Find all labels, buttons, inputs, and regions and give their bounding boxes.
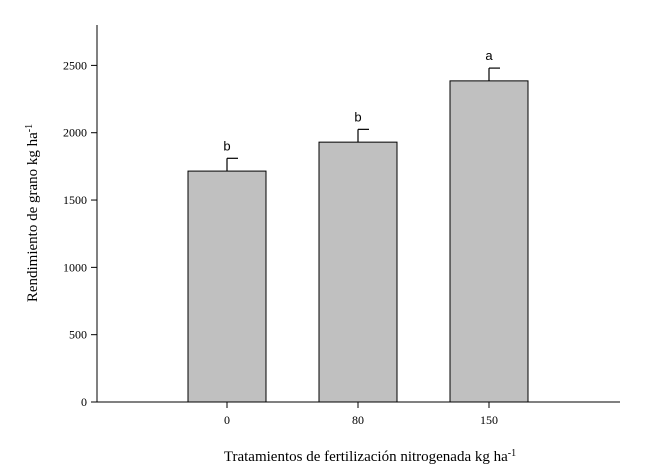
significance-letter: b [354,109,361,124]
x-axis-title: Tratamientos de fertilización nitrogenad… [224,448,516,466]
y-tick-label: 0 [81,395,87,409]
significance-letter: b [223,138,230,153]
y-axis-title-text: Rendimiento de grano kg ha [25,132,41,302]
error-bars-group [226,67,500,172]
x-tick-label: 80 [352,413,364,427]
x-axis: 0 80 150 [97,401,620,427]
x-axis-title-text: Tratamientos de fertilización nitrogenad… [224,449,508,465]
significance-letter: a [485,48,493,63]
bar-0 [187,170,267,403]
y-axis-title-superscript: -1 [24,124,35,132]
y-tick-label: 500 [69,328,87,342]
significance-letters-group: b b a [223,48,493,153]
y-tick-label: 2000 [63,126,87,140]
y-axis-title: Rendimiento de grano kg ha-1 [24,124,42,302]
x-axis-title-superscript: -1 [508,448,516,459]
x-tick-label: 150 [480,413,498,427]
y-axis: 0 500 1000 1500 2000 2500 [63,25,98,409]
bars-group [187,80,529,403]
x-tick-label: 0 [224,413,230,427]
bar-80 [318,141,398,403]
y-tick-label: 1500 [63,193,87,207]
y-tick-label: 2500 [63,58,87,72]
bar-150 [449,80,529,403]
y-tick-label: 1000 [63,260,87,274]
